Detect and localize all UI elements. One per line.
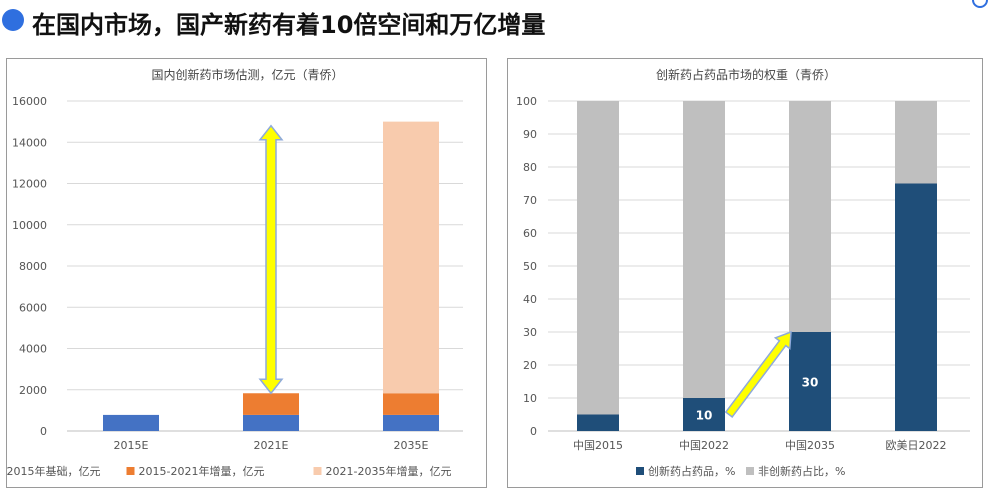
chart-title: 创新药占药品市场的权重（青侨） xyxy=(656,67,836,82)
bar-2 xyxy=(243,393,299,415)
y-tick-label: 90 xyxy=(523,128,537,141)
legend-swatch xyxy=(746,467,754,475)
x-tick-label: 中国2015 xyxy=(573,439,623,452)
bar-2 xyxy=(683,101,725,398)
bar-1 xyxy=(683,398,725,431)
chart-title: 国内创新药市场估测，亿元（青侨） xyxy=(151,67,343,82)
legend-swatch xyxy=(313,467,322,475)
legend-label: 2021-2035年增量，亿元 xyxy=(326,464,452,478)
page-title: 在国内市场，国产新药有着10倍空间和万亿增量 xyxy=(32,11,546,39)
y-tick-label: 14000 xyxy=(12,136,47,149)
y-tick-label: 10 xyxy=(523,392,537,405)
legend-swatch xyxy=(126,467,135,475)
bar-1 xyxy=(895,183,937,431)
x-tick-label: 中国2022 xyxy=(679,439,729,452)
data-label: 10 xyxy=(696,409,713,423)
y-tick-label: 0 xyxy=(40,425,47,438)
y-tick-label: 30 xyxy=(523,326,537,339)
chart-panel-market-estimate: 国内创新药市场估测，亿元（青侨） 0 2000 4000 6000 8000 10000 12… xyxy=(6,58,487,488)
x-tick-label: 2035E xyxy=(394,439,429,452)
legend-label: 2015-2021年增量，亿元 xyxy=(139,464,265,478)
y-tick-label: 80 xyxy=(523,161,537,174)
bar-3 xyxy=(383,121,439,394)
bar-2 xyxy=(789,101,831,332)
y-tick-label: 16000 xyxy=(12,95,47,108)
x-tick-label: 中国2035 xyxy=(785,439,835,452)
bar-2 xyxy=(895,101,937,184)
y-tick-label: 8000 xyxy=(19,260,47,273)
y-tick-label: 10000 xyxy=(12,219,47,232)
y-tick-label: 0 xyxy=(530,425,537,438)
y-tick-label: 20 xyxy=(523,359,537,372)
x-tick-label: 欧美日2022 xyxy=(886,439,947,452)
y-tick-label: 70 xyxy=(523,194,537,207)
y-tick-label: 60 xyxy=(523,227,537,240)
y-tick-label: 100 xyxy=(516,95,537,108)
title-bullet-icon xyxy=(2,9,24,31)
title-bar: 在国内市场，国产新药有着10倍空间和万亿增量 xyxy=(0,0,989,48)
y-tick-label: 40 xyxy=(523,293,537,306)
chart-panel-innovative-share: 创新药占药品市场的权重（青侨） 0 10 20 30 40 50 60 70 80 90 100 中国2… xyxy=(507,58,983,488)
chart-market-estimate: 国内创新药市场估测，亿元（青侨） 0 2000 4000 6000 8000 10000 12… xyxy=(7,67,463,478)
annotation-arrow xyxy=(724,330,792,418)
legend-swatch xyxy=(636,467,644,475)
bar-1 xyxy=(789,332,831,431)
x-tick-label: 2015E xyxy=(114,439,149,452)
legend-label: 创新药占药品，% xyxy=(648,464,735,478)
chart-innovative-share: 创新药占药品市场的权重（青侨） 0 10 20 30 40 50 60 70 80 90 100 中国2… xyxy=(516,67,970,478)
y-tick-label: 4000 xyxy=(19,343,47,356)
bar-1 xyxy=(577,414,619,431)
bar-1 xyxy=(243,414,299,431)
bar-2 xyxy=(383,393,439,415)
annotation-arrow xyxy=(258,124,284,395)
bar-1 xyxy=(103,414,159,431)
y-tick-label: 2000 xyxy=(19,384,47,397)
y-tick-label: 12000 xyxy=(12,178,47,191)
logo-icon xyxy=(972,0,988,8)
y-tick-label: 50 xyxy=(523,260,537,273)
legend-label: 非创新药占比，% xyxy=(758,464,845,478)
bar-2 xyxy=(577,101,619,415)
x-tick-label: 2021E xyxy=(254,439,289,452)
legend-label: 2015年基础，亿元 xyxy=(7,464,101,478)
data-label: 30 xyxy=(802,376,819,390)
bar-1 xyxy=(383,414,439,431)
y-tick-label: 6000 xyxy=(19,301,47,314)
